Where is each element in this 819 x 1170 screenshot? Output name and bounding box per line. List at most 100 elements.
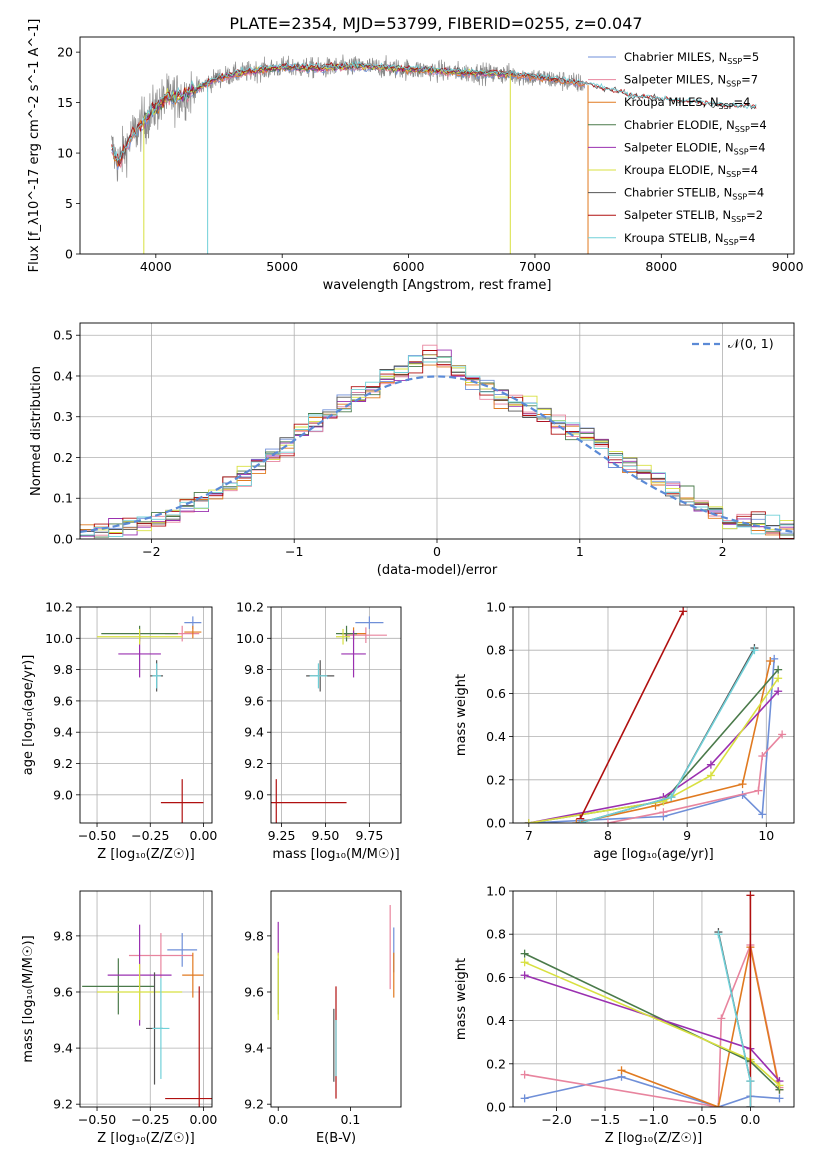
axes-frame — [79, 36, 795, 255]
marker — [775, 1081, 784, 1090]
x-tick-label: 0.1 — [340, 1112, 360, 1127]
spectrum-legend: Chabrier MILES, NSSP=5 Salpeter MILES, NS… — [588, 50, 767, 247]
marker — [758, 752, 767, 761]
y-tick-label: 9.0 — [244, 787, 264, 802]
y-tick-label: 10.0 — [45, 631, 73, 646]
errorbar-kroupa-elodie — [97, 963, 183, 1021]
y-tick-label: 0 — [65, 247, 73, 262]
errorbar-kroupa-miles — [182, 952, 204, 998]
y-tick-label: 0.1 — [53, 491, 73, 506]
x-tick-label: 9.25 — [268, 828, 296, 843]
y-tick-label: 9.8 — [53, 662, 73, 677]
histogram-kroupa-stelib — [80, 355, 794, 539]
marker — [717, 1014, 726, 1023]
plot-area — [271, 616, 387, 823]
x-axis-label: age [log₁₀(age/yr)] — [593, 847, 714, 862]
series-chabrier-miles — [524, 1075, 780, 1107]
errorbar-salpeter-miles — [128, 933, 193, 978]
y-axis-label: mass weight — [454, 958, 469, 1040]
y-tick-label: 1.0 — [486, 600, 506, 615]
axes-frame — [270, 606, 402, 824]
x-tick-label: 1 — [576, 544, 584, 559]
x-tick-label: 0.0 — [740, 1112, 760, 1127]
x-tick-label: 9.75 — [355, 828, 383, 843]
x-tick-label: −2 — [142, 544, 160, 559]
axes-frame — [79, 890, 213, 1108]
errorbar-kroupa-elodie — [97, 628, 183, 645]
series-chabrier-elodie — [528, 669, 779, 823]
y-tick-label: 9.4 — [53, 1041, 73, 1056]
x-tick-label: −1.0 — [638, 1112, 668, 1127]
legend-label: Kroupa ELODIE, NSSP=4 — [624, 163, 758, 179]
panel-age-vs-mass: 9.25 9.50 9.75 9.0 9.2 9.4 9.6 9.8 10.0 10.2 mass … — [236, 600, 402, 862]
plot-area — [80, 344, 794, 539]
panel-mass-vs-Z: −0.50 −0.25 0.00 9.2 9.4 9.6 9.8 Z [log₁₀(Z/Z☉)… — [21, 890, 218, 1146]
y-axis-label: mass weight — [454, 674, 469, 756]
errorbar-chabrier-miles — [355, 616, 384, 629]
figure-title: PLATE=2354, MJD=53799, FIBERID=0255, z=0… — [229, 14, 642, 33]
model-line-chabrier-miles — [111, 65, 585, 170]
legend-label: Kroupa MILES, NSSP=4 — [624, 95, 750, 111]
x-axis-label: E(B-V) — [316, 1131, 356, 1146]
y-axis-label: Flux [f_λ10^-17 erg cm^-2 s^-1 A^-1] — [27, 19, 42, 273]
x-tick-label: −0.25 — [131, 1112, 169, 1127]
y-axis-label: age [log₁₀(age/yr)] — [21, 655, 36, 776]
x-tick-label: −2.0 — [541, 1112, 571, 1127]
x-tick-label: 0.00 — [190, 1112, 218, 1127]
y-tick-label: 5 — [65, 196, 73, 211]
errorbar-kroupa-elodie — [336, 628, 351, 645]
series-salpeter-stelib — [579, 610, 684, 820]
errorbar-salpeter-elodie — [341, 630, 366, 678]
y-tick-label: 9.6 — [53, 984, 73, 999]
x-tick-label: −0.5 — [687, 1112, 717, 1127]
y-tick-label: 10.0 — [236, 631, 264, 646]
plot-area — [82, 924, 212, 1107]
marker — [754, 786, 763, 795]
y-tick-label: 9.2 — [53, 756, 73, 771]
x-tick-label: 10 — [758, 828, 774, 843]
x-tick-label: −0.50 — [78, 1112, 116, 1127]
y-axis-label: mass [log₁₀(M/M☉)] — [21, 935, 36, 1062]
marker — [659, 808, 668, 817]
marker — [738, 780, 747, 789]
legend-label: Salpeter ELODIE, NSSP=4 — [624, 140, 766, 156]
x-tick-label: 9.50 — [312, 828, 340, 843]
y-tick-label: 0.2 — [486, 1056, 506, 1071]
model-line-kroupa-miles — [111, 63, 585, 168]
marker — [766, 657, 775, 665]
histogram-salpeter-stelib — [80, 350, 794, 539]
y-tick-label: 0.2 — [53, 450, 73, 465]
marker — [714, 1103, 723, 1107]
marker — [775, 1094, 784, 1103]
marker — [706, 771, 715, 780]
marker — [746, 1077, 755, 1086]
y-tick-label: 0.8 — [486, 927, 506, 942]
x-tick-label: 7 — [525, 828, 533, 843]
y-tick-label: 0.6 — [486, 686, 506, 701]
errorbar-kroupa-stelib — [152, 977, 170, 1079]
x-axis-label: wavelength [Angstrom, rest frame] — [323, 278, 552, 293]
x-axis-label: mass [log₁₀(M/M☉)] — [272, 847, 399, 862]
panel-age-vs-Z: −0.50 −0.25 0.00 9.0 9.2 9.4 9.6 9.8 10.0 10.2 Z [… — [21, 600, 217, 863]
x-tick-label: 4000 — [140, 259, 172, 274]
legend-label: Chabrier MILES, NSSP=5 — [624, 50, 759, 66]
y-tick-label: 0.0 — [486, 816, 506, 831]
y-tick-label: 9.4 — [53, 725, 73, 740]
y-axis-label: Normed distribution — [29, 366, 44, 496]
marker — [774, 687, 783, 696]
x-tick-label: −0.50 — [78, 828, 116, 843]
x-tick-label: 9 — [683, 828, 691, 843]
y-tick-label: 0.4 — [53, 368, 73, 383]
model-line-salpeter-miles — [111, 65, 585, 169]
x-axis-label: Z [log₁₀(Z/Z☉)] — [97, 1131, 194, 1146]
errorbar-salpeter-stelib — [160, 779, 204, 823]
y-tick-label: 10.2 — [45, 600, 73, 615]
marker — [706, 760, 715, 769]
x-tick-label: 8 — [604, 828, 612, 843]
marker — [758, 810, 767, 819]
y-tick-label: 0.4 — [486, 729, 506, 744]
y-tick-label: 9.8 — [244, 928, 264, 943]
y-tick-label: 0.2 — [486, 772, 506, 787]
marker — [714, 930, 723, 939]
panel-weight-vs-Z: −2.0 −1.5 −1.0 −0.5 0.0 0.0 0.2 0.4 0.6 0.8 1.0 Z [… — [454, 884, 795, 1146]
